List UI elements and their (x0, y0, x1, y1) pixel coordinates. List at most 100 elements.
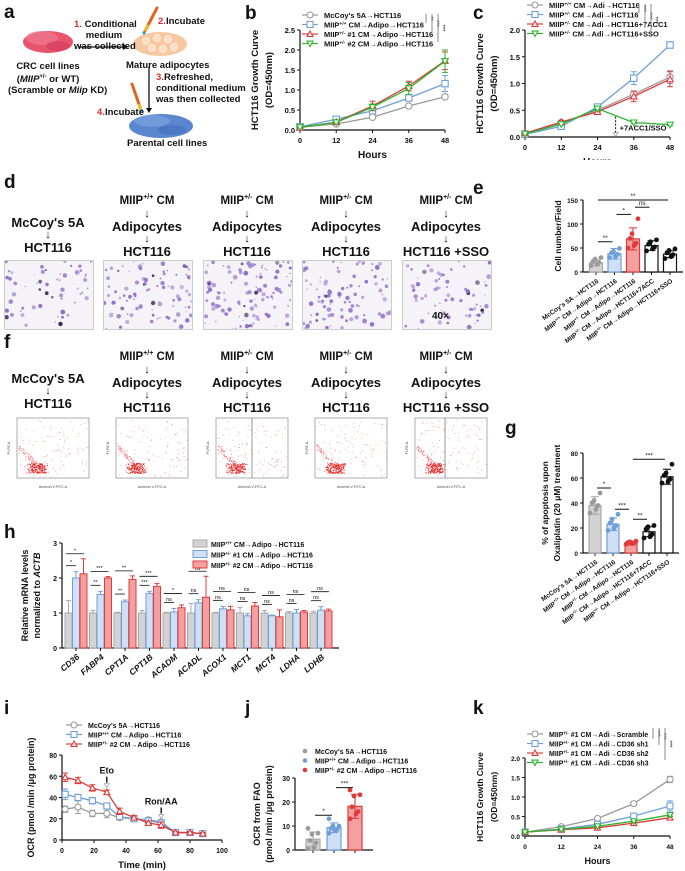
flow-y-axis-label: PI-PE-A (106, 441, 110, 454)
legend-label: McCoy's 5A→HCT116 (88, 723, 160, 730)
legend-label: MIIP+/+ CM→Adipo→HCT116 (324, 21, 424, 30)
significance-label: *** (645, 452, 653, 459)
data-point (351, 793, 357, 799)
significance-label: *** (145, 571, 152, 577)
significance-label: *** (654, 730, 660, 738)
panel-h-letter: h (4, 522, 16, 543)
pipette-icon (130, 82, 144, 113)
data-point (347, 816, 353, 822)
y-axis-label: HCT116 Growth Curve (475, 33, 486, 133)
x-tick-label: 24 (593, 143, 602, 152)
bar (177, 607, 186, 649)
bar (660, 476, 674, 554)
data-point-square (666, 41, 674, 49)
mature-adipocytes-label: Mature adipocytes (126, 60, 210, 71)
data-point (598, 255, 604, 260)
series-1 (61, 788, 207, 838)
series-3 (520, 105, 675, 139)
series-3 (295, 49, 450, 132)
data-point (669, 461, 675, 467)
bar-group (662, 246, 678, 275)
flow-y-axis-label: PI-PE-A (206, 441, 210, 454)
data-point (357, 792, 363, 798)
bar (211, 612, 220, 649)
x-tick-label: 12 (557, 143, 565, 152)
panel-a-letter: a (4, 2, 15, 23)
x-axis-label: Time (min) (118, 860, 166, 871)
data-point-square (70, 730, 78, 739)
y-tick-label: 0 (574, 270, 578, 277)
bar (268, 615, 276, 649)
data-point-square (103, 802, 111, 810)
y-tick-label: 40 (49, 796, 57, 803)
transwell-micrograph (402, 260, 492, 330)
injection-arrow-icon (158, 814, 165, 820)
bar (285, 612, 293, 649)
data-point-triangle-up (130, 813, 138, 821)
data-point (305, 826, 311, 831)
significance-label: ns (289, 598, 295, 604)
data-point (633, 240, 639, 246)
flow-cytometry-plot: Annexin V-FITC-A PI-PE-A (103, 416, 191, 491)
significance-label: * (74, 548, 77, 554)
data-point (633, 538, 639, 544)
data-point (587, 510, 593, 516)
y-axis-label: (OD=450nm) (264, 52, 275, 108)
bar (72, 577, 80, 649)
flow-y-axis-label: PI-PE-A (7, 441, 11, 454)
y-tick-label: 0.0 (510, 133, 520, 142)
flow-x-axis-label: Annexin V-FITC-A (238, 485, 267, 489)
legend-label: MIIP+/- #1 CM→Adi→CD36 sh1 (549, 740, 649, 748)
gene-label: ACOX1 (199, 652, 229, 679)
data-point (617, 246, 622, 251)
data-point-triangle-down (295, 124, 305, 132)
x-tick-label: 80 (186, 848, 194, 855)
data-point-circle (61, 805, 69, 813)
bar (79, 573, 88, 649)
data-point-square (531, 739, 539, 748)
data-point (644, 248, 649, 254)
data-point-circle (630, 800, 638, 808)
data-point-circle (88, 809, 96, 817)
data-point (595, 503, 601, 508)
significance-label: ns (191, 588, 197, 594)
x-tick-label: 60 (154, 848, 162, 855)
data-point (334, 827, 340, 832)
bar (128, 578, 137, 649)
bar (121, 601, 129, 649)
data-point (336, 823, 342, 829)
legend-label: MIIP+/- #1 CM→Adi→CD36 sh3 (549, 759, 649, 767)
data-point (615, 251, 620, 257)
data-point (672, 246, 678, 252)
data-point-square (88, 797, 96, 805)
series-line (65, 776, 203, 835)
injection-label: Ron/AA (145, 797, 178, 807)
bar-group (347, 787, 363, 853)
bar-group (623, 538, 639, 556)
f-condition-header: MIIP+/- CM↓Adipocytes↓HCT116 +7ACC1 (310, 350, 382, 430)
y-axis-label: (OD=450nm) (489, 772, 499, 822)
bar-group (644, 237, 659, 275)
legend-label: MIIP+/+ CM→Adipo→HCT116 (211, 541, 304, 549)
gene-group: ***** (89, 566, 112, 651)
significance-label: ns (268, 590, 274, 596)
data-point-square (630, 74, 638, 82)
y-axis-label: (OD=450nm) (489, 55, 500, 111)
significance-label: * (172, 588, 175, 594)
legend-label: MIIP+/- CM→Adi→HCT116+7ACC1 (549, 20, 668, 29)
chart-k-growth-curve: 0.0 0.5 1.0 1.5 2.0 0 12 24 36 48 Hours HCT116 Grow… (475, 728, 674, 866)
magnification-label: 40× (432, 311, 449, 322)
legend-label: McCoy's 5A→HCT116 (315, 749, 387, 756)
x-tick-label: 12 (332, 136, 340, 145)
data-point-circle (441, 93, 449, 101)
bar-group (641, 523, 657, 556)
y-tick-label: 2 (53, 576, 57, 583)
x-axis-label: Hours (584, 856, 610, 866)
y-tick-label: 1.5 (511, 776, 520, 783)
data-point (607, 520, 613, 526)
data-point (652, 244, 657, 250)
gene-group: ns ns (187, 566, 210, 651)
significance-label: * (622, 207, 625, 214)
panel-f-letter: f (4, 332, 11, 353)
bar-group (588, 255, 604, 275)
